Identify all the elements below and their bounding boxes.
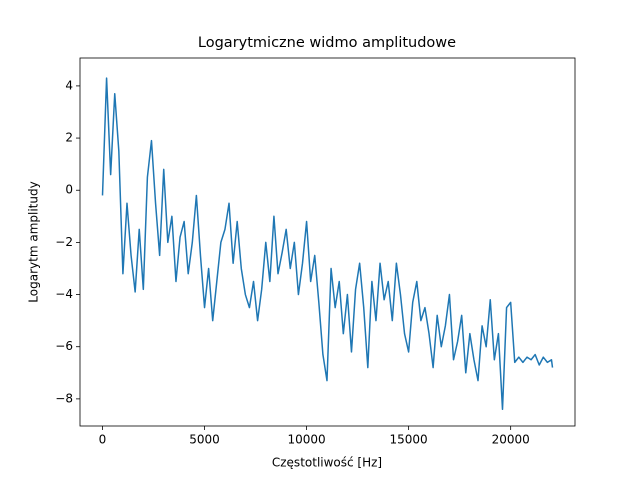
x-axis-label: Częstotliwość [Hz] — [272, 456, 382, 470]
x-tick-label: 10000 — [287, 433, 325, 447]
x-tick-label: 0 — [99, 433, 107, 447]
y-tick-label: −4 — [55, 287, 73, 301]
y-axis-label: Logarytm amplitudy — [27, 181, 41, 302]
y-tick-label: −2 — [55, 235, 73, 249]
chart-title: Logarytmiczne widmo amplitudowe — [198, 35, 456, 51]
y-tick-label: −6 — [55, 339, 73, 353]
plot-frame — [79, 57, 576, 427]
x-tick-label: 15000 — [390, 433, 428, 447]
y-tick-label: 0 — [65, 183, 73, 197]
y-tick-label: 2 — [65, 131, 73, 145]
line-series — [101, 77, 554, 411]
y-tick-label: 4 — [65, 78, 73, 92]
x-tick-label: 20000 — [492, 433, 530, 447]
y-tick-label: −8 — [55, 391, 73, 405]
x-tick-label: 5000 — [189, 433, 220, 447]
